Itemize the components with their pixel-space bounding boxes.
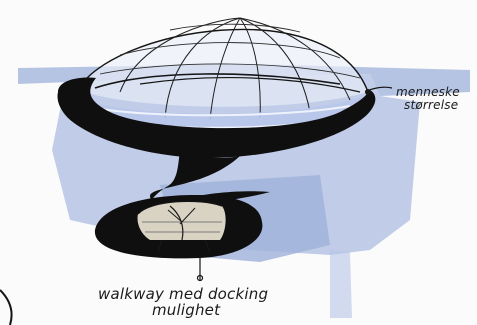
edge-mark (0, 289, 13, 325)
dome (77, 17, 369, 121)
docking-capsule (137, 200, 226, 253)
annotation-marks (196, 86, 393, 282)
annotation-walkway-line2: mulighet (152, 301, 221, 319)
annotation-human-scale-line2: størrelse (404, 98, 459, 112)
annotation-walkway-line1: walkway med docking (98, 285, 269, 303)
annotation-human-scale-line1: menneske (396, 85, 460, 99)
